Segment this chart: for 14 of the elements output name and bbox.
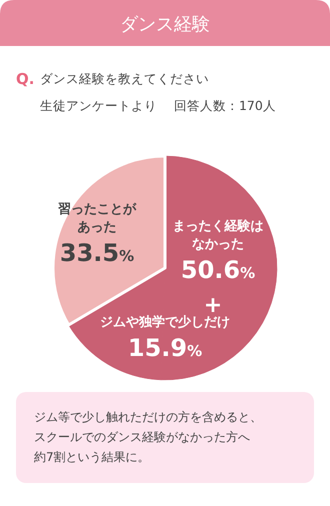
pie-slice [52, 154, 166, 327]
text: 生徒アンケートより 回答人数：170人 [40, 98, 276, 113]
text: スクールでのダンス経験がなかった方へ [34, 430, 250, 444]
slice-label: ジムや独学で少しだけ [100, 315, 230, 330]
data-label: 50.6% [180, 256, 256, 284]
data-label: 15.9% [128, 334, 202, 362]
text: Q. [16, 70, 34, 88]
text: ジム等で少し触れただけの方を含めると、 [34, 410, 262, 424]
chart-subtitle: ダンス経験を教えてください [40, 71, 209, 86]
slice-label: まったく経験はなかった [172, 219, 264, 252]
text: 約7割という結果に。 [34, 450, 150, 464]
chart-title: ダンス経験 [120, 14, 210, 35]
slice-label: 習ったことがあった [58, 202, 137, 235]
data-label: 33.5% [60, 239, 134, 267]
